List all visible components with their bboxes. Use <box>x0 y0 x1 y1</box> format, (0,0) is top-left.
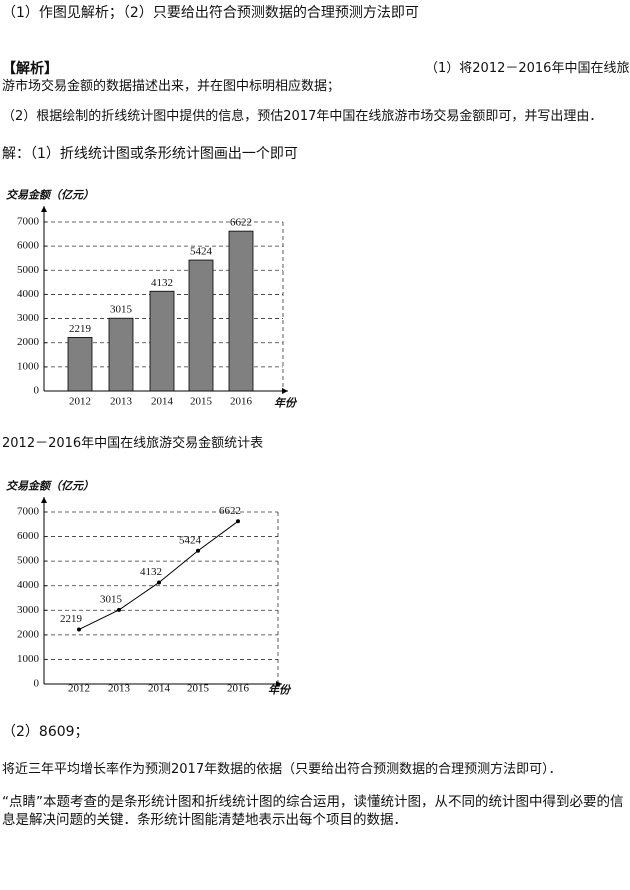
x-tick-label: 2015 <box>187 683 210 695</box>
x-arrow <box>282 388 288 394</box>
point <box>77 627 81 632</box>
bar <box>67 337 93 392</box>
x-axis-label: 年份 <box>268 684 292 697</box>
bar <box>149 290 175 392</box>
bar-chart: 交易金额（亿元） 年份 0 1000 2000 3000 4000 5000 6000 7000 2… <box>6 189 298 410</box>
analysis-label: 【解析】 <box>2 61 58 77</box>
bar <box>228 230 254 392</box>
caption: 2012－2016年中国在线旅游交易金额统计表 <box>2 436 264 451</box>
y-tick-label: 5000 <box>17 264 40 276</box>
y-tick-label: 3000 <box>17 312 40 324</box>
data-label: 5424 <box>179 534 202 546</box>
line-chart: 交易金额（亿元） 年份 0 1000 2000 3000 4000 5000 6000 7000 2… <box>6 480 292 697</box>
y-tick-label: 0 <box>34 678 40 690</box>
data-label: 3015 <box>110 304 133 316</box>
data-label: 6622 <box>230 217 252 229</box>
x-tick-label: 2016 <box>230 396 253 408</box>
y-axis-label: 交易金额（亿元） <box>6 480 94 493</box>
y-tick-label: 4000 <box>17 579 40 591</box>
y-tick-label: 6000 <box>17 530 40 542</box>
point <box>236 519 240 524</box>
question-1-line-1: （1）将2012－2016年中国在线旅 <box>425 61 630 76</box>
y-tick-label: 2000 <box>17 628 40 640</box>
reason: 将近三年平均增长率作为预测2017年数据的依据（只要给出符合预测数据的合理预测方… <box>2 762 562 777</box>
y-tick-label: 0 <box>34 385 40 397</box>
data-label: 2219 <box>69 323 92 335</box>
x-tick-label: 2012 <box>68 683 90 695</box>
data-label: 4132 <box>140 566 162 578</box>
x-tick-label: 2013 <box>108 683 131 695</box>
question-1-line-2: 游市场交易金额的数据描述出来，并在图中标明相应数据； <box>2 79 341 94</box>
data-label: 3015 <box>100 593 123 605</box>
solution-2: （2）8609； <box>2 724 89 740</box>
x-tick-label: 2014 <box>148 683 171 695</box>
point <box>196 548 200 553</box>
y-tick-label: 2000 <box>17 336 40 348</box>
y-tick-label: 1000 <box>17 360 40 372</box>
data-label: 5424 <box>190 246 213 258</box>
data-label: 2219 <box>60 613 83 625</box>
point <box>117 607 121 612</box>
x-tick-label: 2015 <box>190 396 213 408</box>
y-arrow <box>41 206 47 212</box>
y-arrow <box>41 497 47 503</box>
x-tick-label: 2016 <box>227 683 250 695</box>
data-label: 6622 <box>219 505 241 517</box>
bar <box>108 317 134 392</box>
y-tick-label: 6000 <box>17 240 40 252</box>
solution-1: 解：（1）折线统计图或条形统计图画出一个即可 <box>2 146 298 162</box>
x-tick-label: 2012 <box>69 396 91 408</box>
answer: （1）作图见解析；（2）只要给出符合预测数据的合理预测方法即可 <box>2 5 419 21</box>
x-arrow <box>276 681 282 687</box>
x-tick-label: 2013 <box>110 396 133 408</box>
point <box>157 580 161 585</box>
comment: “点睛”本题考查的是条形统计图和折线统计图的综合运用，读懂统计图，从不同的统计图… <box>2 794 624 828</box>
y-tick-label: 5000 <box>17 555 40 567</box>
data-label: 4132 <box>151 277 173 289</box>
x-axis-label: 年份 <box>274 397 298 410</box>
bar <box>188 259 214 392</box>
y-axis-label: 交易金额（亿元） <box>6 189 94 202</box>
question-2: （2）根据绘制的折线统计图中提供的信息，预估2017年中国在线旅游市场交易金额即… <box>2 109 603 124</box>
y-tick-label: 3000 <box>17 604 40 616</box>
y-tick-label: 4000 <box>17 288 40 300</box>
y-tick-label: 1000 <box>17 653 40 665</box>
y-tick-label: 7000 <box>17 506 40 518</box>
y-tick-label: 7000 <box>17 216 40 228</box>
x-tick-label: 2014 <box>151 396 174 408</box>
